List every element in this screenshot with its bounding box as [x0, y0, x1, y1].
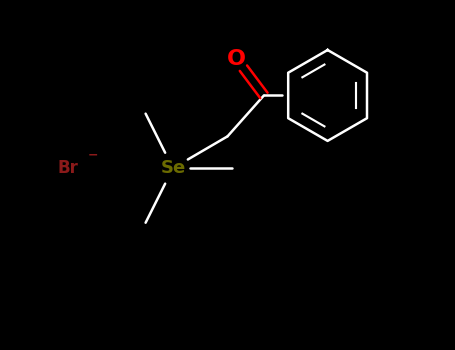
Text: Se: Se	[160, 159, 186, 177]
Text: Br: Br	[58, 159, 79, 177]
Text: O: O	[227, 49, 246, 69]
Text: −: −	[88, 149, 99, 162]
